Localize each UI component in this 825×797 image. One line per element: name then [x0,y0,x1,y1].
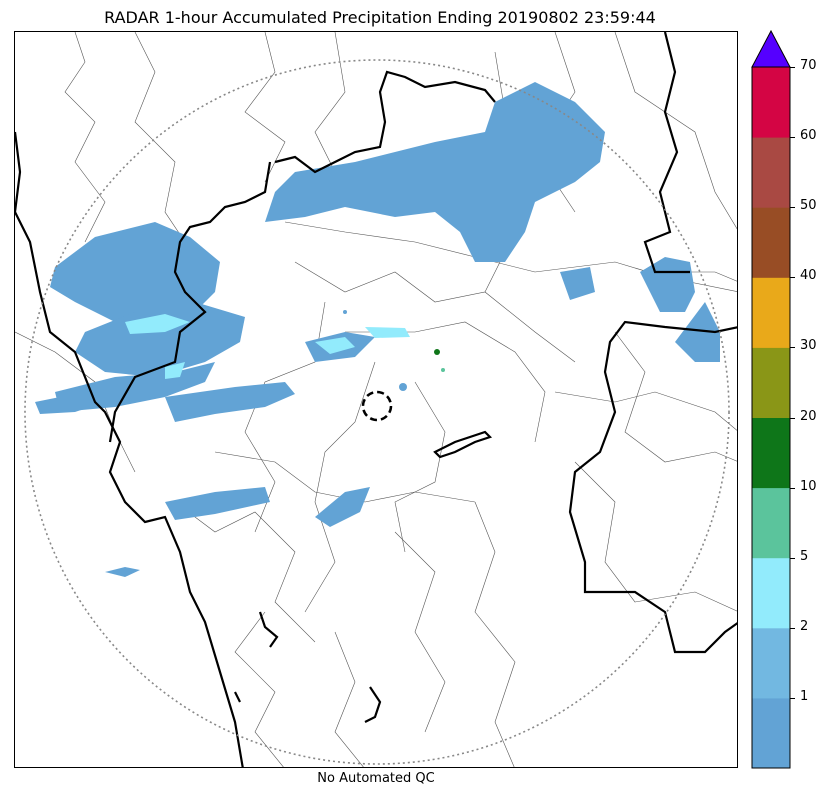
radar-site-marker [361,390,393,422]
colorbar-tick [790,137,795,139]
rain-cell-northeast [640,257,695,312]
rain-cell-north [265,82,605,262]
moderate-rain-center-2 [365,327,410,338]
colorbar-tick-label: 2 [800,618,809,634]
colorbar-tick-label: 70 [800,58,817,73]
colorbar-bin [752,557,790,629]
colorbar-tick-label: 50 [800,198,817,214]
rain-spot-small-2 [399,383,407,391]
heavy-rain-spot [434,349,440,355]
colorbar-bin [752,207,790,278]
colorbar [751,29,791,769]
radar-map[interactable] [14,31,738,768]
colorbar-tick [790,627,795,629]
rain-band-west-2 [75,302,245,377]
colorbar-extend-triangle [751,29,791,68]
colorbar-tick-label: 1 [800,688,809,704]
precipitation-layer [35,82,720,577]
colorbar-tick [790,277,795,279]
rain-cell-south-central [315,487,370,527]
moderate-rain-west-1 [125,314,190,334]
colorbar-tick-label: 10 [800,478,817,494]
colorbar-bin [752,67,790,138]
plot-title: RADAR 1-hour Accumulated Precipitation E… [104,8,656,27]
colorbar-tick [790,347,795,349]
colorbar-tick-label: 20 [800,408,817,424]
rain-band-central-west [165,382,295,422]
rain-cell-tiny-south [105,567,140,577]
colorbar-tick-label: 30 [800,338,817,354]
rain-band-west-1 [50,222,220,332]
colorbar-bin [752,347,790,418]
colorbar-tick [790,697,795,699]
map-canvas [15,32,737,767]
heavy-rain-spot-2 [441,368,445,372]
moderate-rain-center [315,337,355,354]
colorbar-bin [752,137,790,208]
rain-cell-south-west [165,487,270,520]
state-boundaries [15,32,737,767]
colorbar-tick-label: 60 [800,128,817,144]
colorbar-tick [790,557,795,559]
rain-cell-east [675,302,720,362]
rain-cell-east-small [560,267,595,300]
qc-note: No Automated QC [317,771,435,786]
colorbar-bin [752,417,790,489]
moderate-rain-west-2 [165,362,185,379]
colorbar-bin [752,697,790,769]
colorbar-tick-label: 5 [800,548,809,564]
range-ring [24,59,730,765]
colorbar-tick-label: 40 [800,268,817,284]
rain-band-west-4 [35,392,105,414]
rain-spot-small-1 [343,310,347,314]
coastline [15,131,244,767]
colorbar-tick [790,207,795,209]
colorbar-tick [790,67,795,68]
colorbar-bin [752,487,790,559]
colorbar-bin [752,277,790,348]
colorbar-tick [790,487,795,489]
colorbar-tick [790,417,795,419]
colorbar-bin [752,627,790,699]
